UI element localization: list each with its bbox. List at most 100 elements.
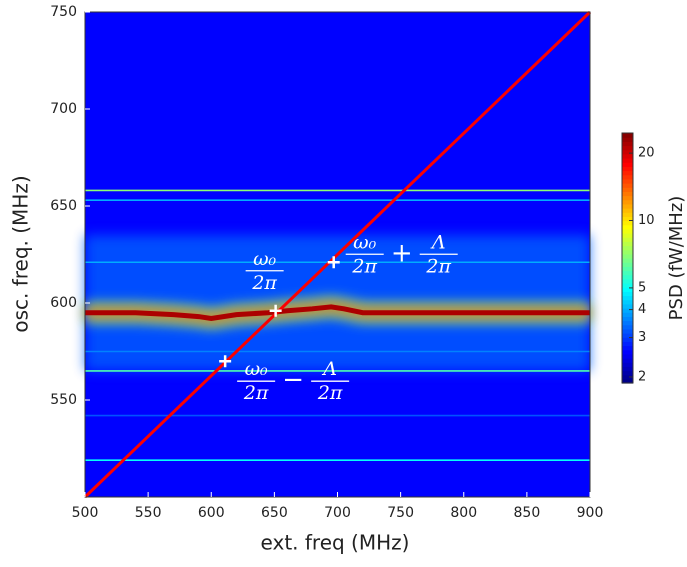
annotation-text: 2π	[351, 255, 377, 277]
colorbar-swatch	[622, 312, 633, 317]
colorbar-frame	[621, 132, 634, 384]
colorbar-swatch	[622, 174, 633, 180]
colorbar-swatch	[622, 220, 633, 226]
colorbar-swatch	[622, 283, 633, 288]
colorbar-swatch	[622, 333, 633, 338]
colorbar-swatch	[622, 216, 633, 222]
colorbar-swatch	[622, 208, 633, 213]
x-tick-label: 800	[450, 505, 477, 521]
annotation-text: 2π	[251, 272, 277, 294]
colorbar-swatch	[622, 374, 633, 380]
colorbar-swatch	[622, 358, 633, 363]
marker	[327, 256, 340, 269]
x-tick-label: 600	[198, 505, 225, 521]
colorbar-swatch	[622, 258, 633, 263]
colorbar-swatch	[622, 187, 633, 192]
y-axis-label: osc. freq. (MHz)	[9, 175, 33, 332]
y-tick-label: 550	[50, 392, 77, 408]
colorbar-swatch	[622, 199, 633, 205]
y-tick-label: 600	[50, 295, 77, 311]
annotation-text: Λ	[321, 358, 337, 380]
colorbar-tick-label: 10	[638, 213, 655, 228]
colorbar-swatch	[622, 241, 633, 247]
marker	[219, 355, 232, 368]
colorbar-swatch	[622, 366, 633, 372]
colorbar-swatch	[622, 183, 633, 188]
colorbar-tick-label: 2	[638, 369, 646, 384]
colorbar-swatch	[622, 274, 633, 280]
colorbar-swatch	[622, 303, 633, 309]
colorbar-tick-label: 5	[638, 280, 646, 295]
x-tick-label: 550	[135, 505, 162, 521]
colorbar-swatch	[622, 153, 633, 159]
colorbar-swatch	[622, 228, 633, 234]
colorbar-tick-label: 4	[638, 302, 646, 317]
colorbar-label: PSD (fW/MHz)	[666, 196, 687, 321]
colorbar-tick-label: 3	[638, 330, 646, 345]
y-tick-label: 700	[50, 101, 77, 117]
diagonal-line	[83, 10, 592, 499]
colorbar-swatch	[622, 178, 633, 184]
colorbar-swatch	[622, 133, 633, 138]
colorbar-swatch	[622, 262, 633, 267]
colorbar-swatch	[622, 337, 633, 342]
colorbar-swatch	[622, 266, 633, 272]
colorbar-swatch	[622, 353, 633, 359]
colorbar-swatch	[622, 212, 633, 217]
colorbar-swatch	[622, 237, 633, 242]
colorbar-swatch	[622, 158, 633, 163]
x-axis-label: ext. freq (MHz)	[261, 531, 410, 555]
colorbar-swatch	[622, 324, 633, 330]
annotation-text: ω₀	[353, 231, 376, 253]
x-tick-label: 750	[387, 505, 414, 521]
annotation-text: −	[282, 365, 304, 395]
colorbar-swatch	[622, 137, 633, 142]
colorbar-swatch	[622, 145, 633, 151]
colorbar-swatch	[622, 149, 633, 155]
colorbar-swatch	[622, 166, 633, 172]
annotation-text: 2π	[243, 382, 269, 404]
x-tick-label: 650	[261, 505, 288, 521]
annotation-text: 2π	[317, 382, 343, 404]
colorbar-swatch	[622, 362, 633, 367]
x-tick-label: 700	[324, 505, 351, 521]
colorbar-swatch	[622, 295, 633, 301]
colorbar-swatch	[622, 278, 633, 284]
colorbar-swatch	[622, 341, 633, 347]
annotation-text: +	[391, 238, 413, 268]
colorbar-swatch	[622, 162, 633, 167]
annotation-text: Λ	[430, 231, 446, 253]
colorbar-swatch	[622, 141, 633, 147]
colorbar-swatch	[622, 378, 633, 384]
colorbar-tick-label: 20	[638, 146, 655, 161]
colorbar-swatch	[622, 191, 633, 197]
colorbar-swatch	[622, 345, 633, 351]
annotation-text: ω₀	[253, 248, 276, 270]
colorbar-swatch	[622, 328, 633, 334]
colorbar-swatch	[622, 245, 633, 251]
x-tick-label: 900	[577, 505, 604, 521]
y-tick-label: 650	[50, 198, 77, 214]
marker	[269, 304, 282, 317]
annotation-text: 2π	[425, 255, 451, 277]
colorbar-swatch	[622, 291, 633, 297]
colorbar-swatch	[622, 249, 633, 255]
colorbar-swatch	[622, 316, 633, 322]
x-tick-label: 500	[72, 505, 99, 521]
colorbar-swatch	[622, 224, 633, 230]
colorbar-swatch	[622, 299, 633, 305]
annotation-text: ω₀	[245, 358, 268, 380]
x-tick-label: 850	[514, 505, 541, 521]
colorbar-swatch	[622, 349, 633, 355]
colorbar-swatch	[622, 370, 633, 376]
colorbar-swatch	[622, 170, 633, 176]
colorbar-swatch	[622, 320, 633, 326]
y-tick-label: 750	[50, 4, 77, 20]
colorbar-swatch	[622, 233, 633, 238]
colorbar-swatch	[622, 308, 633, 313]
colorbar-swatch	[622, 203, 633, 209]
